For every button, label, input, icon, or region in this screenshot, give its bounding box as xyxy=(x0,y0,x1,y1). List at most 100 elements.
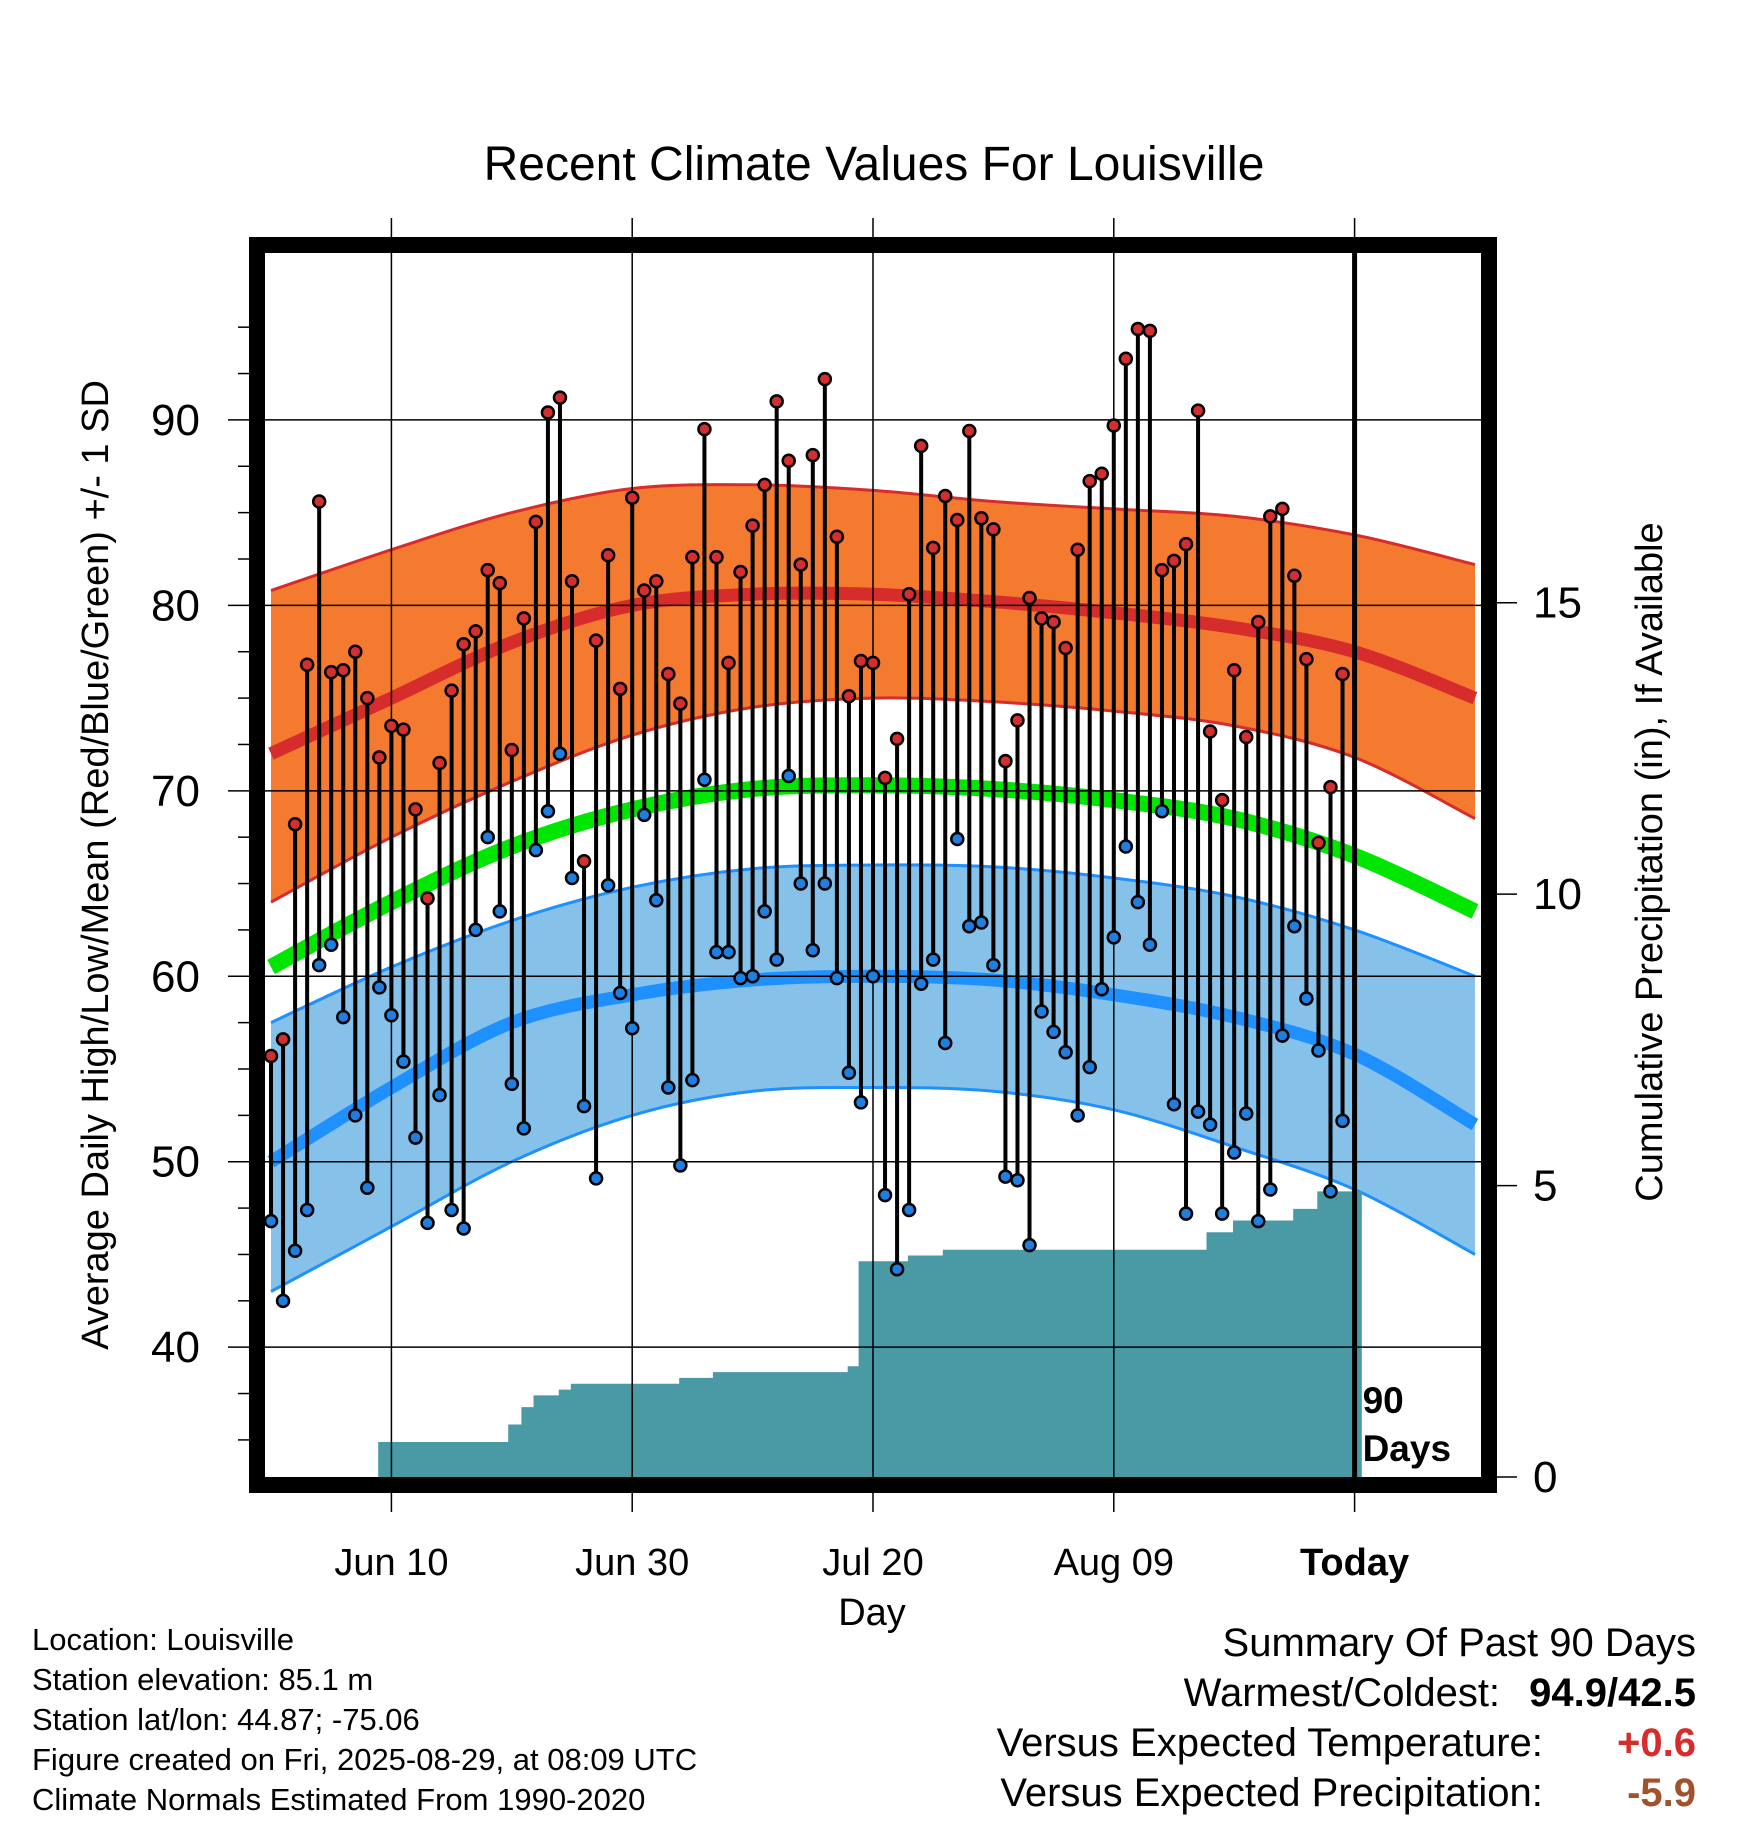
daily-high-point xyxy=(913,438,929,454)
daily-low-point xyxy=(913,976,929,991)
daily-low-point xyxy=(1238,1106,1254,1121)
daily-low-point xyxy=(1046,1024,1061,1040)
daily-high-point xyxy=(673,696,688,711)
daily-high-point xyxy=(1214,792,1230,808)
daily-high-point xyxy=(1335,666,1350,682)
daily-low-point xyxy=(323,937,339,952)
daily-high-point xyxy=(420,891,435,906)
daily-high-point xyxy=(1082,473,1097,489)
daily-low-point xyxy=(528,842,544,858)
daily-high-point xyxy=(721,655,736,671)
daily-low-point xyxy=(1070,1108,1085,1123)
daily-low-point xyxy=(360,1180,375,1195)
daily-high-point xyxy=(1154,562,1170,578)
daily-high-point xyxy=(685,549,700,565)
y-tick-label: 50 xyxy=(151,1138,200,1187)
temp-anomaly-value: +0.6 xyxy=(1617,1721,1696,1765)
daily-high-point xyxy=(1202,724,1218,739)
daily-high-point xyxy=(1323,779,1338,795)
daily-low-point xyxy=(1034,1004,1049,1019)
daily-high-point xyxy=(624,490,640,506)
daily-high-point xyxy=(263,1048,279,1064)
daily-high-point xyxy=(1299,651,1314,667)
daily-low-point xyxy=(600,878,616,893)
daily-low-point xyxy=(1166,1096,1182,1112)
daily-low-point xyxy=(745,969,760,984)
daily-high-point xyxy=(468,624,483,639)
daily-low-point xyxy=(661,1080,676,1095)
daily-high-point xyxy=(1311,835,1326,850)
y2-tick-label: 10 xyxy=(1533,870,1582,919)
daily-high-point xyxy=(504,742,520,758)
daily-low-point xyxy=(1323,1184,1338,1199)
daily-high-point xyxy=(974,510,989,526)
y-tick-label: 40 xyxy=(151,1323,200,1372)
daily-low-point xyxy=(937,1035,953,1051)
daily-low-point xyxy=(372,980,387,995)
daily-low-point xyxy=(432,1087,447,1103)
daily-low-point xyxy=(588,1171,604,1186)
daily-low-point xyxy=(901,1202,917,1218)
x-tick-label: Jun 10 xyxy=(334,1542,448,1584)
location-text: Location: Louisville xyxy=(32,1622,294,1657)
daily-high-point xyxy=(781,453,796,468)
daily-low-point xyxy=(468,922,483,938)
daily-low-point xyxy=(986,957,1001,973)
daily-low-point xyxy=(1022,1237,1037,1253)
daily-low-point xyxy=(1082,1059,1097,1075)
daily-high-point xyxy=(528,514,544,530)
daily-low-point xyxy=(793,876,809,891)
daily-high-point xyxy=(396,722,411,737)
plot-frame xyxy=(249,237,1497,1493)
daily-low-point xyxy=(1058,1045,1073,1060)
daily-low-point xyxy=(757,904,772,919)
daily-low-point xyxy=(998,1169,1013,1184)
daily-low-point xyxy=(733,970,748,986)
temp-anomaly-row: Versus Expected Temperature: +0.6 xyxy=(997,1718,1696,1768)
daily-high-point xyxy=(757,477,772,493)
daily-high-point xyxy=(865,655,881,671)
daily-high-point xyxy=(661,666,676,682)
daily-low-point xyxy=(540,803,556,819)
daily-high-point xyxy=(1118,351,1134,366)
cumulative-precip-area xyxy=(271,1179,1362,1477)
daily-high-point xyxy=(323,664,339,680)
daily-low-point xyxy=(504,1076,520,1092)
daily-low-point xyxy=(1299,991,1314,1006)
daily-low-point xyxy=(673,1158,688,1173)
daily-low-point xyxy=(408,1130,423,1145)
daily-high-point xyxy=(901,586,917,602)
daily-high-point xyxy=(552,390,568,405)
daily-low-point xyxy=(1226,1145,1242,1160)
chart-title: Recent Climate Values For Louisville xyxy=(484,138,1265,191)
daily-low-point xyxy=(456,1221,471,1236)
y-tick-label: 70 xyxy=(151,767,200,816)
daily-high-point xyxy=(1022,590,1037,606)
daily-high-point xyxy=(516,611,532,626)
daily-high-point xyxy=(336,663,351,678)
daily-low-point xyxy=(1118,839,1134,854)
daily-low-point xyxy=(396,1054,411,1069)
daily-high-point xyxy=(841,688,857,704)
daily-low-point xyxy=(612,985,628,1001)
daily-low-point xyxy=(552,746,568,761)
daily-low-point xyxy=(1142,937,1158,952)
precip-anomaly-value: -5.9 xyxy=(1627,1771,1696,1815)
daily-low-point xyxy=(311,957,327,973)
daily-high-point xyxy=(408,802,423,817)
daily-low-point xyxy=(287,1243,303,1258)
daily-low-point xyxy=(384,1007,399,1023)
daily-high-point xyxy=(275,1032,291,1047)
daily-high-point xyxy=(829,529,845,544)
daily-high-point xyxy=(540,405,556,420)
daily-low-point xyxy=(974,915,989,930)
daily-low-point xyxy=(769,952,784,967)
daily-high-point xyxy=(998,753,1013,769)
y-tick-label: 90 xyxy=(151,396,200,445)
daily-high-point xyxy=(360,690,375,706)
daily-high-point xyxy=(1166,553,1182,569)
daily-low-point xyxy=(805,943,821,958)
latlon-text: Station lat/lon: 44.87; -75.06 xyxy=(32,1702,420,1737)
daily-high-point xyxy=(564,574,580,589)
